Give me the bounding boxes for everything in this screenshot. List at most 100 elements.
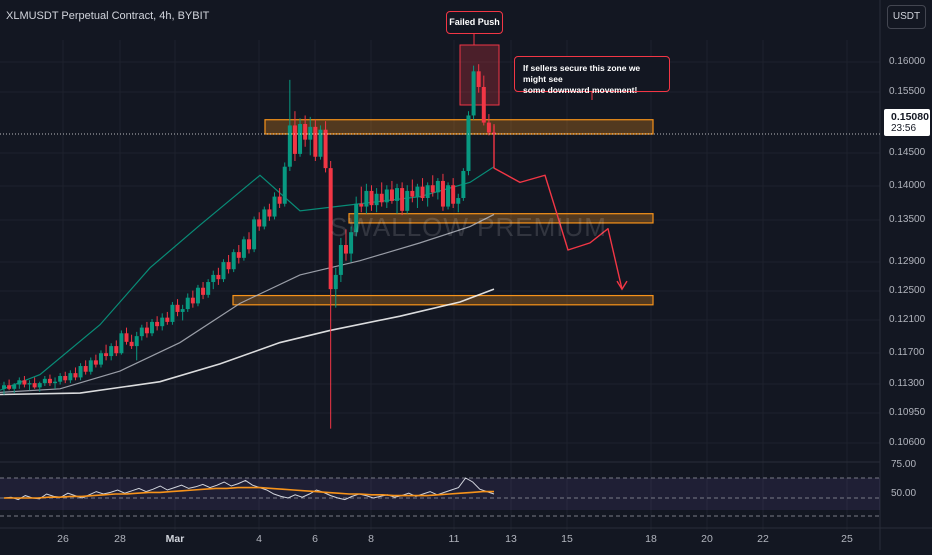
- candle-body: [374, 193, 379, 206]
- time-tick: 13: [505, 533, 517, 545]
- candle-countdown: 23:56: [891, 123, 917, 134]
- rsi-tick: 50.00: [891, 488, 917, 499]
- time-tick: 6: [312, 533, 318, 545]
- candle-body: [180, 309, 185, 312]
- time-tick: 15: [561, 533, 573, 545]
- candle-body: [63, 376, 68, 381]
- price-tick: 0.10950: [889, 407, 926, 418]
- candle-body: [12, 384, 17, 389]
- candle-body: [252, 219, 257, 250]
- candle-body: [405, 190, 410, 211]
- failed-push-callout[interactable]: Failed Push: [446, 11, 503, 34]
- candle-body: [318, 129, 323, 157]
- candle-body: [298, 124, 303, 154]
- candle-body: [333, 274, 338, 290]
- time-tick: 25: [841, 533, 853, 545]
- candle-body: [486, 122, 491, 133]
- watermark: SWALLOW PREMIUM: [330, 212, 607, 242]
- support-resistance-zone: [264, 119, 654, 135]
- candle-body: [481, 86, 486, 123]
- candle-body: [466, 115, 471, 171]
- candle-body: [236, 252, 241, 258]
- candle-body: [364, 190, 369, 207]
- note-line-2: some downward movement!: [523, 85, 638, 95]
- candle-body: [461, 170, 466, 199]
- candle-body: [124, 333, 129, 342]
- candle-body: [226, 262, 231, 270]
- candle-body: [369, 190, 374, 206]
- candle-body: [53, 381, 58, 384]
- candle-body: [78, 366, 83, 378]
- rsi-signal-line: [4, 486, 494, 499]
- candle-body: [231, 252, 236, 270]
- candle-body: [343, 245, 348, 254]
- candle-body: [313, 126, 318, 157]
- support-resistance-zone: [348, 213, 654, 224]
- candle-body: [440, 180, 445, 207]
- candle-body: [282, 166, 287, 204]
- candle-body: [98, 353, 103, 365]
- time-tick: 18: [645, 533, 657, 545]
- candle-body: [476, 71, 481, 87]
- candle-body: [134, 336, 139, 347]
- candle-body: [435, 180, 440, 193]
- candle-body: [58, 376, 63, 382]
- candle-body: [247, 239, 251, 250]
- candle-body: [216, 274, 221, 280]
- candle-body: [175, 304, 180, 312]
- candle-body: [349, 232, 354, 254]
- candle-body: [379, 193, 384, 203]
- candle-body: [451, 185, 456, 204]
- candle-body: [73, 373, 78, 378]
- candle-body: [354, 203, 359, 233]
- sellers-zone-note[interactable]: If sellers secure this zone we might see…: [514, 56, 670, 95]
- projection-arrowhead: [616, 280, 628, 291]
- candle-body: [262, 209, 267, 227]
- candle-body: [165, 317, 170, 322]
- time-tick: 22: [757, 533, 769, 545]
- candle-body: [359, 203, 364, 207]
- candle-body: [287, 125, 292, 167]
- candle-body: [109, 346, 114, 357]
- candle-body: [104, 353, 109, 357]
- candle-body: [420, 186, 425, 199]
- price-tick: 0.14500: [889, 147, 926, 158]
- candle-body: [323, 129, 328, 169]
- candle-body: [170, 304, 175, 322]
- moving-average-line: [0, 288, 495, 396]
- price-tick: 0.15500: [889, 86, 926, 97]
- moving-average-line: [0, 213, 495, 393]
- time-tick: 4: [256, 533, 262, 545]
- price-tick: 0.14000: [889, 180, 926, 191]
- current-price-value: 0.15080: [891, 111, 929, 123]
- note-line-1: If sellers secure this zone we might see: [523, 63, 641, 84]
- price-tick: 0.16000: [889, 56, 926, 67]
- price-tick: 0.12100: [889, 314, 926, 325]
- candle-body: [277, 196, 282, 204]
- candle-body: [155, 321, 160, 327]
- candle-body: [114, 346, 119, 354]
- candle-body: [400, 188, 405, 211]
- moving-average-line: [0, 166, 495, 391]
- candle-body: [201, 287, 206, 295]
- candle-body: [206, 282, 211, 295]
- candle-body: [22, 380, 27, 385]
- candle-body: [7, 385, 12, 389]
- price-tick: 0.11700: [889, 347, 925, 358]
- candle-body: [395, 188, 400, 201]
- candle-body: [160, 317, 165, 327]
- candle-body: [27, 383, 32, 385]
- symbol-title: XLMUSDT Perpetual Contract, 4h, BYBIT: [6, 10, 210, 22]
- candle-body: [308, 126, 313, 140]
- candle-body: [241, 239, 246, 258]
- candle-body: [384, 189, 389, 203]
- currency-button[interactable]: USDT: [887, 5, 926, 29]
- time-tick: 8: [368, 533, 374, 545]
- support-resistance-zone: [232, 294, 654, 306]
- price-tick: 0.11300: [889, 378, 925, 389]
- candle-body: [32, 383, 37, 388]
- candle-body: [292, 125, 297, 154]
- candle-body: [139, 327, 144, 337]
